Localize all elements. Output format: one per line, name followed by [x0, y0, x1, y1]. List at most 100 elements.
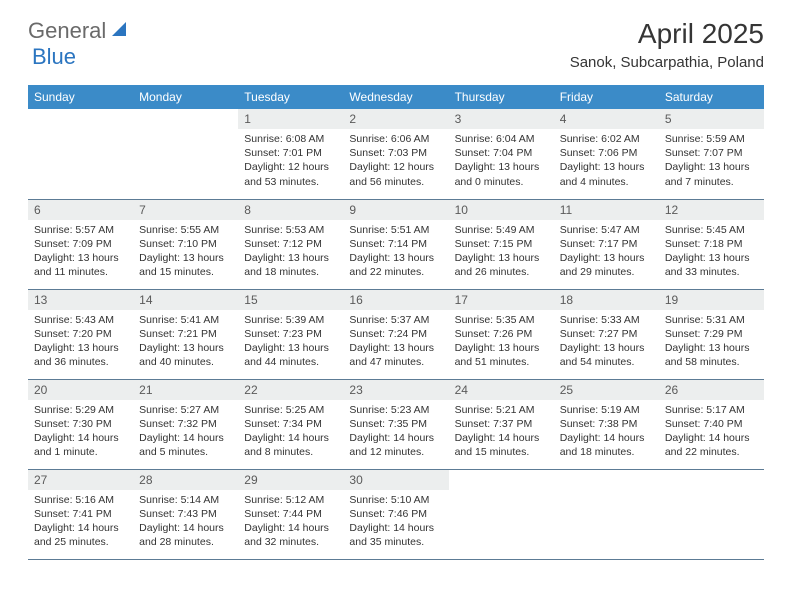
calendar-day-cell: 1Sunrise: 6:08 AMSunset: 7:01 PMDaylight… — [238, 109, 343, 199]
day-number: 13 — [28, 290, 133, 310]
day-number: 2 — [343, 109, 448, 129]
calendar-day-cell: 9Sunrise: 5:51 AMSunset: 7:14 PMDaylight… — [343, 199, 448, 289]
day-data: Sunrise: 5:37 AMSunset: 7:24 PMDaylight:… — [343, 310, 448, 376]
day-data: Sunrise: 5:23 AMSunset: 7:35 PMDaylight:… — [343, 400, 448, 466]
calendar-day-cell: 19Sunrise: 5:31 AMSunset: 7:29 PMDayligh… — [659, 289, 764, 379]
day-number: 19 — [659, 290, 764, 310]
weekday-header: Thursday — [449, 85, 554, 109]
day-number: 5 — [659, 109, 764, 129]
day-number: 30 — [343, 470, 448, 490]
day-data: Sunrise: 5:21 AMSunset: 7:37 PMDaylight:… — [449, 400, 554, 466]
calendar-day-cell: 26Sunrise: 5:17 AMSunset: 7:40 PMDayligh… — [659, 379, 764, 469]
weekday-header: Friday — [554, 85, 659, 109]
calendar-day-cell: 22Sunrise: 5:25 AMSunset: 7:34 PMDayligh… — [238, 379, 343, 469]
day-data: Sunrise: 6:02 AMSunset: 7:06 PMDaylight:… — [554, 129, 659, 195]
calendar-day-cell: 15Sunrise: 5:39 AMSunset: 7:23 PMDayligh… — [238, 289, 343, 379]
day-number: 6 — [28, 200, 133, 220]
day-data: Sunrise: 5:16 AMSunset: 7:41 PMDaylight:… — [28, 490, 133, 556]
day-number: 27 — [28, 470, 133, 490]
calendar-table: SundayMondayTuesdayWednesdayThursdayFrid… — [28, 85, 764, 560]
day-data: Sunrise: 5:53 AMSunset: 7:12 PMDaylight:… — [238, 220, 343, 286]
day-data: Sunrise: 5:39 AMSunset: 7:23 PMDaylight:… — [238, 310, 343, 376]
day-data: Sunrise: 5:47 AMSunset: 7:17 PMDaylight:… — [554, 220, 659, 286]
day-number: 10 — [449, 200, 554, 220]
day-data: Sunrise: 5:55 AMSunset: 7:10 PMDaylight:… — [133, 220, 238, 286]
day-number: 23 — [343, 380, 448, 400]
calendar-empty-cell — [659, 469, 764, 559]
day-data: Sunrise: 5:29 AMSunset: 7:30 PMDaylight:… — [28, 400, 133, 466]
calendar-empty-cell — [28, 109, 133, 199]
calendar-empty-cell — [133, 109, 238, 199]
day-data: Sunrise: 5:27 AMSunset: 7:32 PMDaylight:… — [133, 400, 238, 466]
logo-text-blue: Blue — [32, 44, 76, 69]
calendar-day-cell: 27Sunrise: 5:16 AMSunset: 7:41 PMDayligh… — [28, 469, 133, 559]
logo: General — [28, 18, 132, 44]
calendar-day-cell: 29Sunrise: 5:12 AMSunset: 7:44 PMDayligh… — [238, 469, 343, 559]
month-title: April 2025 — [570, 18, 764, 50]
day-data: Sunrise: 5:45 AMSunset: 7:18 PMDaylight:… — [659, 220, 764, 286]
day-number: 20 — [28, 380, 133, 400]
title-block: April 2025 Sanok, Subcarpathia, Poland — [570, 18, 764, 71]
day-number: 29 — [238, 470, 343, 490]
day-data: Sunrise: 6:08 AMSunset: 7:01 PMDaylight:… — [238, 129, 343, 195]
day-data: Sunrise: 5:12 AMSunset: 7:44 PMDaylight:… — [238, 490, 343, 556]
calendar-day-cell: 21Sunrise: 5:27 AMSunset: 7:32 PMDayligh… — [133, 379, 238, 469]
day-number: 26 — [659, 380, 764, 400]
day-data: Sunrise: 5:49 AMSunset: 7:15 PMDaylight:… — [449, 220, 554, 286]
logo-blue-wrapper: Blue — [32, 44, 76, 70]
weekday-header: Sunday — [28, 85, 133, 109]
calendar-day-cell: 16Sunrise: 5:37 AMSunset: 7:24 PMDayligh… — [343, 289, 448, 379]
calendar-day-cell: 25Sunrise: 5:19 AMSunset: 7:38 PMDayligh… — [554, 379, 659, 469]
day-data: Sunrise: 5:51 AMSunset: 7:14 PMDaylight:… — [343, 220, 448, 286]
calendar-week-row: 13Sunrise: 5:43 AMSunset: 7:20 PMDayligh… — [28, 289, 764, 379]
day-number: 7 — [133, 200, 238, 220]
calendar-day-cell: 3Sunrise: 6:04 AMSunset: 7:04 PMDaylight… — [449, 109, 554, 199]
day-number: 14 — [133, 290, 238, 310]
day-data: Sunrise: 5:10 AMSunset: 7:46 PMDaylight:… — [343, 490, 448, 556]
day-data: Sunrise: 6:06 AMSunset: 7:03 PMDaylight:… — [343, 129, 448, 195]
calendar-day-cell: 17Sunrise: 5:35 AMSunset: 7:26 PMDayligh… — [449, 289, 554, 379]
day-number: 17 — [449, 290, 554, 310]
day-data: Sunrise: 5:25 AMSunset: 7:34 PMDaylight:… — [238, 400, 343, 466]
day-data: Sunrise: 5:41 AMSunset: 7:21 PMDaylight:… — [133, 310, 238, 376]
calendar-day-cell: 7Sunrise: 5:55 AMSunset: 7:10 PMDaylight… — [133, 199, 238, 289]
day-data: Sunrise: 5:35 AMSunset: 7:26 PMDaylight:… — [449, 310, 554, 376]
weekday-header: Wednesday — [343, 85, 448, 109]
day-data: Sunrise: 5:43 AMSunset: 7:20 PMDaylight:… — [28, 310, 133, 376]
day-data: Sunrise: 5:57 AMSunset: 7:09 PMDaylight:… — [28, 220, 133, 286]
weekday-header-row: SundayMondayTuesdayWednesdayThursdayFrid… — [28, 85, 764, 109]
weekday-header: Tuesday — [238, 85, 343, 109]
day-number: 11 — [554, 200, 659, 220]
calendar-day-cell: 20Sunrise: 5:29 AMSunset: 7:30 PMDayligh… — [28, 379, 133, 469]
weekday-header: Saturday — [659, 85, 764, 109]
day-number: 21 — [133, 380, 238, 400]
day-number: 4 — [554, 109, 659, 129]
calendar-day-cell: 4Sunrise: 6:02 AMSunset: 7:06 PMDaylight… — [554, 109, 659, 199]
day-data: Sunrise: 5:17 AMSunset: 7:40 PMDaylight:… — [659, 400, 764, 466]
calendar-week-row: 27Sunrise: 5:16 AMSunset: 7:41 PMDayligh… — [28, 469, 764, 559]
calendar-body: 1Sunrise: 6:08 AMSunset: 7:01 PMDaylight… — [28, 109, 764, 559]
calendar-day-cell: 30Sunrise: 5:10 AMSunset: 7:46 PMDayligh… — [343, 469, 448, 559]
calendar-day-cell: 12Sunrise: 5:45 AMSunset: 7:18 PMDayligh… — [659, 199, 764, 289]
calendar-day-cell: 18Sunrise: 5:33 AMSunset: 7:27 PMDayligh… — [554, 289, 659, 379]
day-number: 22 — [238, 380, 343, 400]
calendar-day-cell: 8Sunrise: 5:53 AMSunset: 7:12 PMDaylight… — [238, 199, 343, 289]
day-data: Sunrise: 6:04 AMSunset: 7:04 PMDaylight:… — [449, 129, 554, 195]
calendar-week-row: 6Sunrise: 5:57 AMSunset: 7:09 PMDaylight… — [28, 199, 764, 289]
day-number: 3 — [449, 109, 554, 129]
header: General April 2025 Sanok, Subcarpathia, … — [0, 0, 792, 77]
day-data: Sunrise: 5:31 AMSunset: 7:29 PMDaylight:… — [659, 310, 764, 376]
calendar-day-cell: 28Sunrise: 5:14 AMSunset: 7:43 PMDayligh… — [133, 469, 238, 559]
day-data: Sunrise: 5:59 AMSunset: 7:07 PMDaylight:… — [659, 129, 764, 195]
calendar-day-cell: 14Sunrise: 5:41 AMSunset: 7:21 PMDayligh… — [133, 289, 238, 379]
day-number: 16 — [343, 290, 448, 310]
calendar-day-cell: 24Sunrise: 5:21 AMSunset: 7:37 PMDayligh… — [449, 379, 554, 469]
calendar-day-cell: 23Sunrise: 5:23 AMSunset: 7:35 PMDayligh… — [343, 379, 448, 469]
day-number: 8 — [238, 200, 343, 220]
calendar-week-row: 1Sunrise: 6:08 AMSunset: 7:01 PMDaylight… — [28, 109, 764, 199]
day-data: Sunrise: 5:33 AMSunset: 7:27 PMDaylight:… — [554, 310, 659, 376]
day-data: Sunrise: 5:19 AMSunset: 7:38 PMDaylight:… — [554, 400, 659, 466]
day-number: 25 — [554, 380, 659, 400]
calendar-week-row: 20Sunrise: 5:29 AMSunset: 7:30 PMDayligh… — [28, 379, 764, 469]
day-number: 28 — [133, 470, 238, 490]
